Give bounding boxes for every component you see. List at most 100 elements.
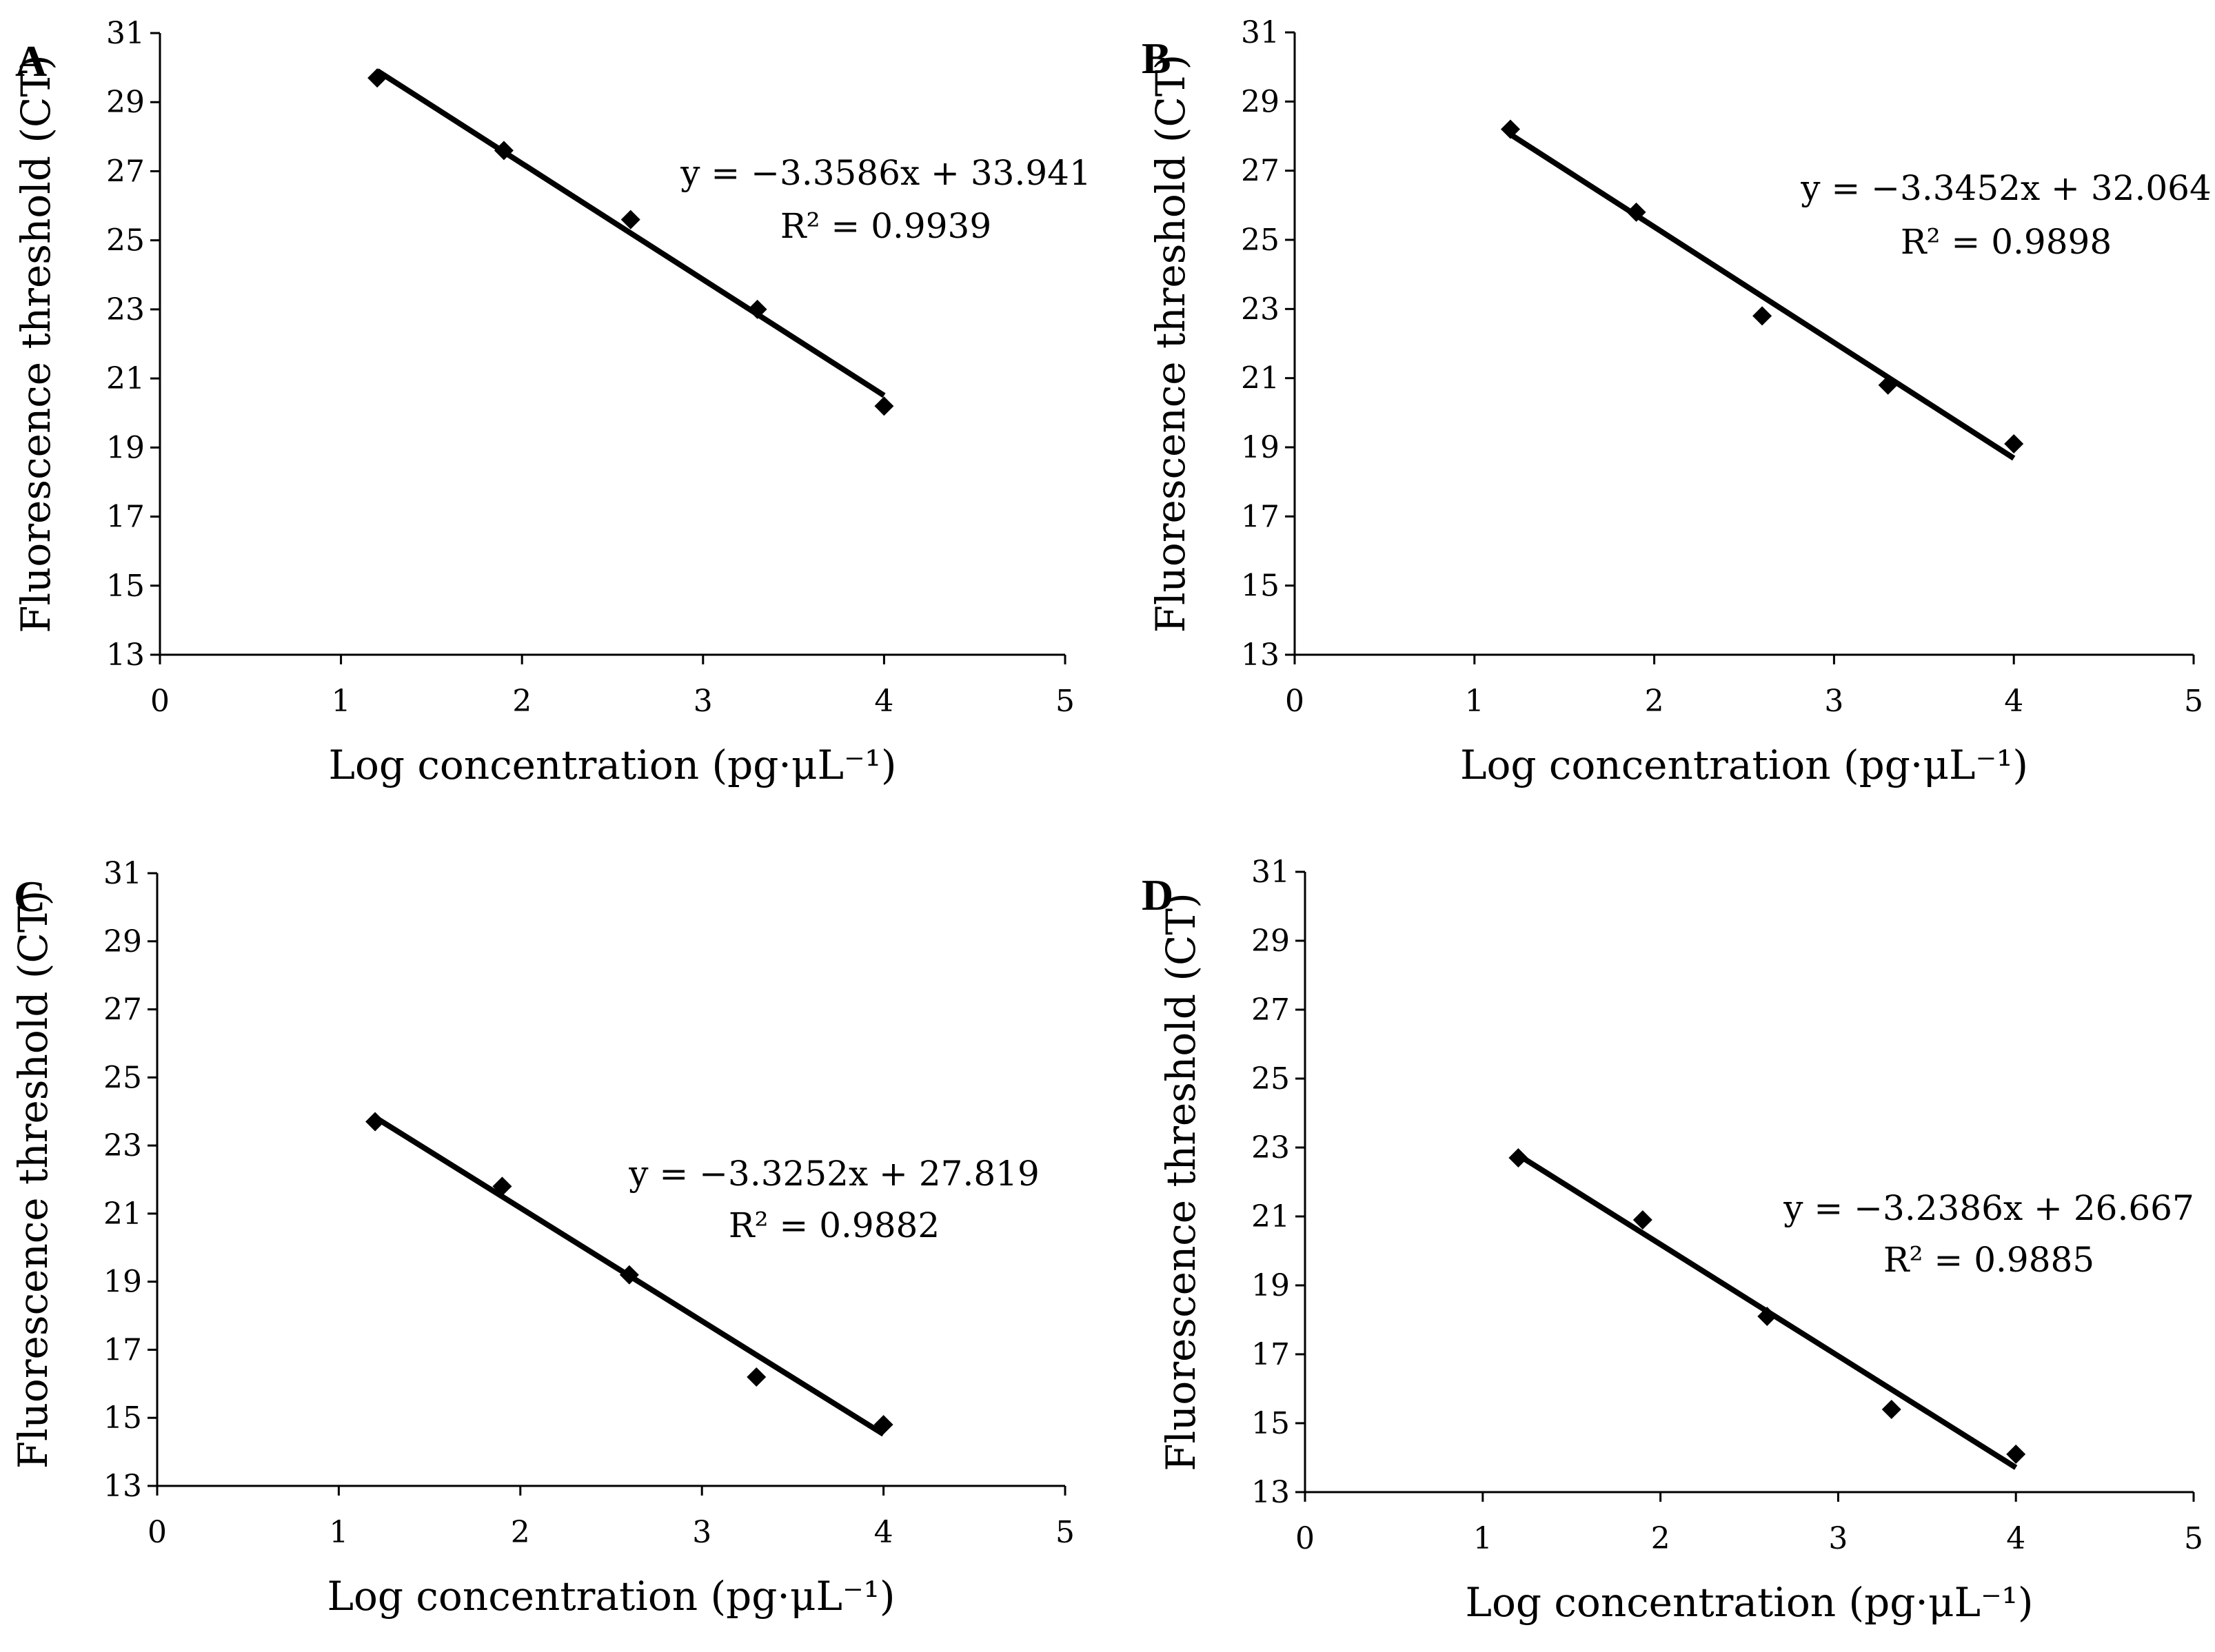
x-tick-label: 4: [2004, 684, 2023, 719]
data-point: [1881, 1400, 1901, 1419]
data-point: [1752, 306, 1772, 326]
y-tick-label: 31: [106, 16, 145, 51]
x-tick-label: 0: [148, 1515, 167, 1550]
x-tick-label: 4: [874, 684, 893, 719]
y-tick-label: 23: [103, 1128, 142, 1163]
y-tick-label: 23: [1251, 1130, 1290, 1165]
y-tick-label: 23: [1241, 292, 1280, 327]
y-tick-label: 13: [103, 1469, 142, 1504]
x-tick-label: 5: [2184, 1521, 2203, 1556]
data-point: [1757, 1307, 1777, 1326]
x-tick-label: 2: [512, 684, 532, 719]
data-point: [2004, 434, 2024, 453]
r-squared-label: R² = 0.9939: [780, 206, 991, 246]
data-point: [873, 1415, 893, 1435]
panel-label: A: [15, 37, 47, 85]
y-tick-label: 21: [1241, 361, 1280, 396]
data-point: [1500, 119, 1520, 139]
x-tick-label: 4: [874, 1515, 893, 1550]
y-axis-label: Fluorescence threshold (CT): [1147, 54, 1194, 633]
y-tick-label: 21: [103, 1196, 142, 1232]
x-tick-label: 5: [1055, 684, 1075, 719]
data-point: [1878, 375, 1898, 395]
x-tick-label: 0: [150, 684, 170, 719]
data-point: [620, 210, 640, 230]
y-tick-label: 27: [1251, 992, 1290, 1028]
x-axis-label: Log concentration (pg·μL⁻¹): [328, 742, 896, 788]
y-tick-label: 27: [103, 992, 142, 1028]
y-tick-label: 15: [1251, 1406, 1290, 1441]
y-tick-label: 13: [1251, 1475, 1290, 1510]
x-tick-label: 3: [1824, 684, 1843, 719]
data-point: [367, 68, 387, 88]
x-tick-label: 3: [1828, 1521, 1848, 1556]
y-tick-label: 15: [106, 569, 145, 604]
y-axis-label: Fluorescence threshold (CT): [12, 54, 59, 633]
y-tick-label: 19: [106, 430, 145, 465]
x-tick-label: 1: [329, 1515, 348, 1550]
y-tick-label: 31: [1251, 855, 1290, 890]
x-tick-label: 5: [2184, 684, 2203, 719]
x-tick-label: 3: [692, 1515, 711, 1550]
data-point: [494, 141, 514, 161]
y-tick-label: 13: [1241, 638, 1280, 673]
x-tick-label: 4: [2006, 1521, 2025, 1556]
y-tick-label: 31: [103, 856, 142, 891]
trendline-equation: y = −3.2386x + 26.667: [1783, 1188, 2194, 1228]
y-tick-label: 17: [1241, 499, 1280, 534]
panel-label: B: [1142, 34, 1171, 83]
data-point: [492, 1176, 512, 1196]
data-point: [619, 1265, 639, 1285]
panel-label: D: [1142, 870, 1173, 919]
y-tick-label: 25: [1241, 223, 1280, 258]
y-tick-label: 25: [103, 1060, 142, 1095]
x-tick-label: 2: [1645, 684, 1664, 719]
y-tick-label: 17: [1251, 1337, 1290, 1372]
data-point: [874, 396, 894, 416]
x-tick-label: 5: [1055, 1515, 1075, 1550]
data-point: [747, 1367, 767, 1387]
y-tick-label: 23: [106, 292, 145, 327]
x-tick-label: 3: [694, 684, 713, 719]
data-point: [747, 299, 767, 319]
x-axis-label: Log concentration (pg·μL⁻¹): [327, 1573, 895, 1620]
y-tick-label: 29: [106, 85, 145, 120]
y-tick-label: 17: [103, 1332, 142, 1367]
trendline-equation: y = −3.3586x + 33.941: [680, 153, 1091, 193]
y-tick-label: 29: [103, 924, 142, 959]
y-tick-label: 13: [106, 638, 145, 673]
r-squared-label: R² = 0.9898: [1901, 222, 2112, 262]
r-squared-label: R² = 0.9885: [1883, 1240, 2094, 1280]
y-tick-label: 25: [106, 223, 145, 258]
y-tick-label: 29: [1251, 924, 1290, 959]
y-tick-label: 19: [1251, 1268, 1290, 1303]
y-tick-label: 19: [103, 1265, 142, 1300]
x-tick-label: 2: [1651, 1521, 1670, 1556]
y-axis-label: Fluorescence threshold (CT): [10, 890, 57, 1469]
y-tick-label: 15: [1241, 569, 1280, 604]
y-axis-label: Fluorescence threshold (CT): [1157, 893, 1204, 1471]
x-axis-label: Log concentration (pg·μL⁻¹): [1465, 1579, 2033, 1626]
trendline: [375, 68, 886, 398]
data-point: [1626, 202, 1646, 222]
data-point: [2006, 1445, 2026, 1464]
y-tick-label: 19: [1241, 430, 1280, 465]
r-squared-label: R² = 0.9882: [729, 1205, 940, 1245]
y-tick-label: 27: [106, 154, 145, 189]
x-axis-label: Log concentration (pg·μL⁻¹): [1460, 742, 2028, 788]
x-tick-label: 2: [511, 1515, 530, 1550]
y-tick-label: 21: [106, 361, 145, 396]
x-tick-label: 0: [1295, 1521, 1315, 1556]
y-tick-label: 27: [1241, 154, 1280, 189]
x-tick-label: 0: [1285, 684, 1304, 719]
y-tick-label: 17: [106, 500, 145, 535]
trendline-equation: y = −3.3252x + 27.819: [628, 1154, 1040, 1194]
y-tick-label: 31: [1241, 15, 1280, 50]
data-point: [1632, 1210, 1652, 1230]
panel-label: C: [14, 872, 45, 921]
y-tick-label: 21: [1251, 1199, 1290, 1234]
